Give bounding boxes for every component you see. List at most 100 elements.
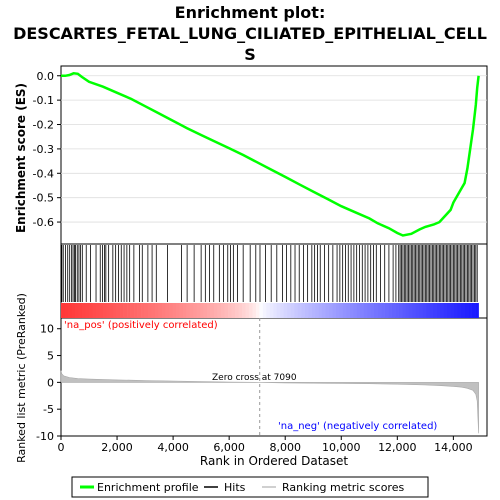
metric-layer xyxy=(60,318,479,436)
rank-bar-segment xyxy=(134,303,138,318)
rank-bar-segment xyxy=(175,303,180,318)
rank-bar-segment xyxy=(415,303,420,318)
rank-bar-segment xyxy=(475,303,479,318)
rank-bar-segment xyxy=(221,303,225,318)
es-panel-frame xyxy=(60,65,488,245)
legend: Enrichment profile Hits Ranking metric s… xyxy=(71,476,429,498)
rank-bar-segment xyxy=(217,303,222,318)
x-tick-label: 8,000 xyxy=(269,441,301,454)
rank-bar-segment xyxy=(71,303,76,318)
rank-bar-segment xyxy=(395,303,399,318)
es-grid xyxy=(61,75,487,223)
rank-bar-segment xyxy=(290,303,295,318)
rank-bar-segment xyxy=(81,303,86,318)
x-tick-label: 14,000 xyxy=(434,441,473,454)
rank-bar-segment xyxy=(109,303,114,318)
x-tick-label: 2,000 xyxy=(101,441,133,454)
rank-bar-segment xyxy=(137,303,142,318)
rank-bar-segment xyxy=(141,303,145,318)
metric-y-tick-label: 0 xyxy=(47,376,54,389)
rank-bar-segment xyxy=(61,303,65,318)
rank-bar-segment xyxy=(168,303,173,318)
x-axis-label: Rank in Ordered Dataset xyxy=(200,454,348,468)
rank-bar-segment xyxy=(332,303,337,318)
rank-bar-segment xyxy=(189,303,194,318)
metric-y-tick-label: -10 xyxy=(36,430,54,443)
rank-bar-segment xyxy=(335,303,340,318)
rank-bar-segment xyxy=(273,303,278,318)
rank-bar-segment xyxy=(377,303,382,318)
rank-bar-segment xyxy=(384,303,389,318)
rank-bar-segment xyxy=(234,303,239,318)
metric-y-tick-label: 10 xyxy=(40,323,54,336)
es-y-tick-label: -0.6 xyxy=(33,216,54,229)
rank-bar-segment xyxy=(308,303,312,318)
rank-bar-segment xyxy=(398,303,403,318)
legend-label-metric: Ranking metric scores xyxy=(282,481,404,494)
rank-bar-segment xyxy=(123,303,128,318)
rank-bar-segment xyxy=(228,303,232,318)
x-tick-label: 12,000 xyxy=(378,441,417,454)
rank-bar-segment xyxy=(154,303,159,318)
rank-bar-segment xyxy=(64,303,69,318)
rank-bar-segment xyxy=(464,303,469,318)
rank-bar-segment xyxy=(179,303,184,318)
es-line-layer xyxy=(61,72,480,237)
rank-color-bar xyxy=(61,303,479,318)
chart-title-line3: S xyxy=(244,45,256,64)
es-y-tick-label: -0.4 xyxy=(33,167,54,180)
x-tick-label: 4,000 xyxy=(157,441,189,454)
metric-y-ticks: 10 5 0 -5 -10 xyxy=(36,323,61,443)
rank-bar-segment xyxy=(374,303,378,318)
rank-bar-segment xyxy=(447,303,452,318)
rank-bar-segment xyxy=(147,303,152,318)
rank-bar-segment xyxy=(381,303,385,318)
rank-bar-segment xyxy=(269,303,274,318)
rank-bar-segment xyxy=(311,303,316,318)
rank-bar-segment xyxy=(321,303,326,318)
rank-bar-segment xyxy=(259,303,264,318)
metric-y-tick-label: 5 xyxy=(47,350,54,363)
chart-title-line1: Enrichment plot: xyxy=(175,3,326,22)
rank-bar-segment xyxy=(356,303,361,318)
rank-bar-segment xyxy=(454,303,459,318)
rank-bar-segment xyxy=(78,303,83,318)
rank-bar-segment xyxy=(353,303,358,318)
rank-bar-segment xyxy=(266,303,271,318)
rank-bar-segment xyxy=(88,303,93,318)
x-ticks: 0 2,000 4,000 6,000 8,000 10,000 12,000 14,000 xyxy=(58,436,473,454)
rank-bar-segment xyxy=(426,303,431,318)
rank-bar-segment xyxy=(436,303,441,318)
rank-bar-segment xyxy=(151,303,156,318)
rank-bar-segment xyxy=(241,303,246,318)
rank-bar-segment xyxy=(402,303,406,318)
rank-bar-segment xyxy=(304,303,309,318)
rank-bar-segment xyxy=(200,303,204,318)
rank-bar-segment xyxy=(325,303,330,318)
rank-bar-segment xyxy=(419,303,424,318)
rank-bar-segment xyxy=(370,303,375,318)
rank-bar-segment xyxy=(245,303,250,318)
x-tick-label: 10,000 xyxy=(322,441,361,454)
rank-bar-segment xyxy=(346,303,351,318)
rank-bar-segment xyxy=(349,303,354,318)
rank-bar-segment xyxy=(471,303,476,318)
rank-bar-segment xyxy=(158,303,163,318)
rank-bar-segment xyxy=(408,303,413,318)
rank-bar-segment xyxy=(429,303,434,318)
rank-bar-segment xyxy=(113,303,117,318)
rank-bar-segment xyxy=(301,303,305,318)
rank-bar-segment xyxy=(339,303,344,318)
rank-bar-segment xyxy=(231,303,236,318)
rank-bar-segment xyxy=(214,303,218,318)
es-y-tick-label: -0.5 xyxy=(33,192,54,205)
rank-bar-segment xyxy=(106,303,111,318)
rank-bar-segment xyxy=(165,303,170,318)
rank-bar-segment xyxy=(433,303,438,318)
es-y-axis-label: Enrichment score (ES) xyxy=(14,83,28,233)
rank-bar-segment xyxy=(283,303,288,318)
x-tick-label: 6,000 xyxy=(213,441,245,454)
rank-bar-segment xyxy=(315,303,319,318)
rank-bar-segment xyxy=(297,303,302,318)
rank-bar-segment xyxy=(328,303,333,318)
